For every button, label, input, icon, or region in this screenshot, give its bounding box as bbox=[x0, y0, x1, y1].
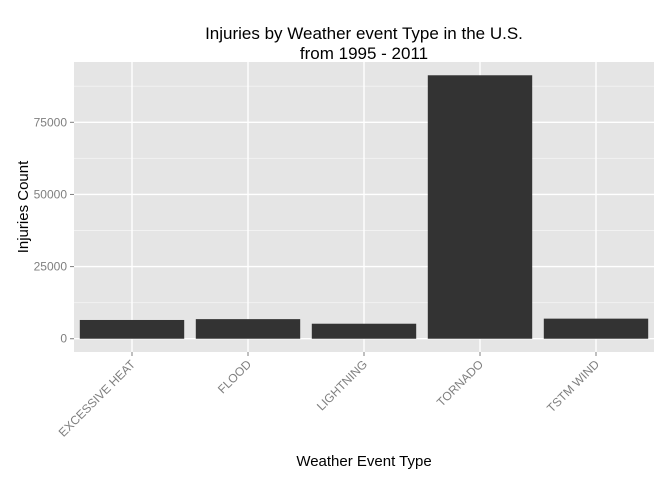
bar bbox=[311, 323, 417, 339]
x-tick-label: FLOOD bbox=[215, 357, 254, 396]
y-axis-ticks: 0 25000 50000 75000 bbox=[34, 115, 74, 346]
bar bbox=[427, 75, 533, 339]
y-tick-label: 0 bbox=[60, 332, 67, 346]
x-tick-label: TORNADO bbox=[434, 357, 486, 409]
x-axis-ticks: EXCESSIVE HEAT FLOOD LIGHTNING TORNADO TSTM … bbox=[56, 352, 602, 440]
chart-title: Injuries by Weather event Type in the U.… bbox=[205, 24, 523, 43]
y-tick-label: 50000 bbox=[34, 187, 68, 201]
x-tick-label: EXCESSIVE HEAT bbox=[56, 357, 139, 440]
bars bbox=[79, 75, 649, 339]
y-tick-label: 75000 bbox=[34, 115, 68, 129]
bar bbox=[195, 319, 301, 339]
chart-subtitle: from 1995 - 2011 bbox=[300, 44, 428, 63]
major-gridlines bbox=[74, 62, 654, 352]
x-axis-title: Weather Event Type bbox=[296, 453, 431, 470]
bar bbox=[79, 319, 185, 339]
x-tick-label: TSTM WIND bbox=[544, 357, 602, 415]
y-axis-title: Injuries Count bbox=[15, 160, 32, 253]
x-tick-label: LIGHTNING bbox=[314, 357, 370, 413]
bar bbox=[543, 318, 649, 339]
y-tick-label: 25000 bbox=[34, 260, 68, 274]
